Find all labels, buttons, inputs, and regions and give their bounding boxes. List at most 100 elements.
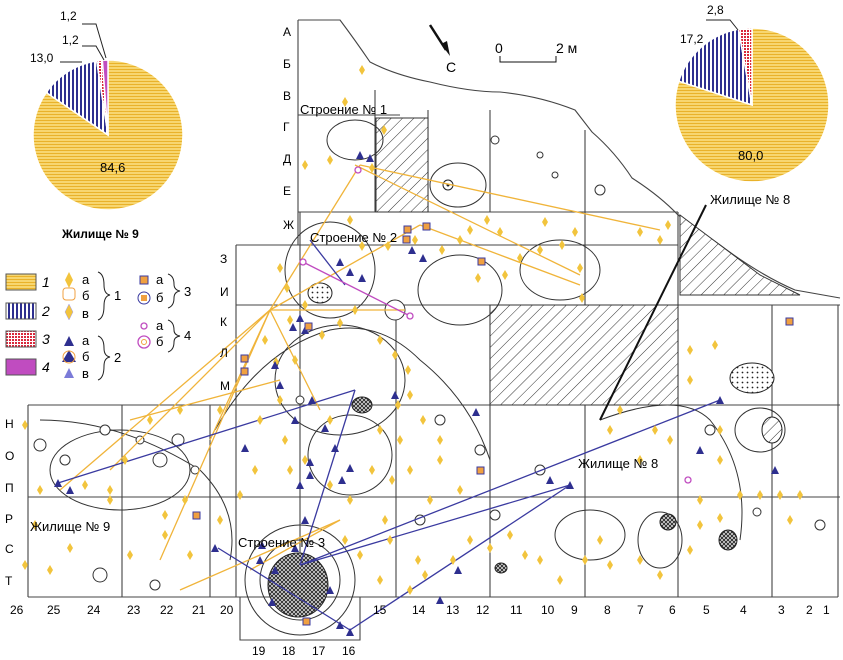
- find-blue-marker: [306, 471, 314, 479]
- legend-fill-3: 3: [5, 330, 50, 348]
- find-yellow-marker: [537, 555, 543, 565]
- find-yellow-marker: [665, 220, 671, 230]
- find-blue-marker: [356, 151, 364, 159]
- row-labels: А Б В Г Д Е Ж З И К Л М Н О П Р С Т: [5, 25, 294, 588]
- find-yellow-marker: [607, 425, 613, 435]
- row-label: Н: [5, 417, 14, 431]
- find-yellow-marker: [284, 283, 290, 293]
- find-yellow-marker: [127, 550, 133, 560]
- find-yellow-marker: [217, 405, 223, 415]
- find-yellow-marker: [327, 415, 333, 425]
- svg-text:б: б: [82, 288, 89, 303]
- find-yellow-marker: [257, 415, 263, 425]
- find-blue-marker: [454, 566, 462, 574]
- legend-group-1: а б в 1: [62, 271, 121, 321]
- pie9-value-main: 84,6: [100, 160, 125, 175]
- svg-text:1: 1: [114, 288, 121, 303]
- row-label: А: [283, 25, 291, 39]
- svg-text:в: в: [82, 366, 89, 381]
- column-label: 1: [823, 603, 830, 617]
- legend-group-3: а б 3: [137, 272, 191, 309]
- column-label: 4: [740, 603, 747, 617]
- find-yellow-marker: [217, 515, 223, 525]
- find-yellow-marker: [162, 530, 168, 540]
- pie9-title: Жилище № 9: [61, 227, 139, 241]
- find-yellow-marker: [82, 480, 88, 490]
- legend-group-4: а б 4: [137, 318, 191, 353]
- find-yellow-marker: [22, 560, 28, 570]
- finds-red: [192, 222, 794, 626]
- find-yellow-marker: [497, 227, 503, 237]
- find-blue-marker: [289, 323, 297, 331]
- finds-magenta: [299, 166, 692, 484]
- find-yellow-marker: [437, 455, 443, 465]
- find-yellow-marker: [777, 490, 783, 500]
- find-blue-marker: [211, 544, 219, 552]
- find-blue-marker: [696, 446, 704, 454]
- find-yellow-marker: [467, 535, 473, 545]
- find-yellow-marker: [287, 465, 293, 475]
- find-yellow-marker: [252, 465, 258, 475]
- pie9-value-3: 1,2: [62, 33, 79, 47]
- pie-dwelling9: 84,6 13,0 1,2 1,2 Жилище № 9: [30, 9, 184, 241]
- find-yellow-marker: [412, 235, 418, 245]
- find-yellow-marker: [47, 565, 53, 575]
- legend-fill-2: 2: [5, 302, 50, 320]
- find-yellow-marker: [352, 305, 358, 315]
- column-label: 3: [778, 603, 785, 617]
- svg-text:в: в: [82, 306, 89, 321]
- find-yellow-marker: [387, 535, 393, 545]
- find-blue-marker: [276, 381, 284, 389]
- row-label: З: [220, 252, 227, 266]
- find-blue-marker: [271, 361, 279, 369]
- find-yellow-marker: [427, 495, 433, 505]
- find-blue-marker: [346, 464, 354, 472]
- find-yellow-marker: [277, 395, 283, 405]
- find-yellow-marker: [337, 318, 343, 328]
- column-label: 11: [510, 603, 523, 617]
- find-blue-marker: [258, 541, 266, 549]
- find-yellow-marker: [302, 455, 308, 465]
- legend-fill-4: 4: [5, 358, 50, 376]
- find-yellow-marker: [717, 513, 723, 523]
- pointer-line-dwelling8: [599, 204, 707, 421]
- find-yellow-marker: [187, 550, 193, 560]
- find-yellow-marker: [177, 405, 183, 415]
- column-label-bottom: 19: [252, 644, 266, 658]
- find-yellow-marker: [522, 550, 528, 560]
- find-yellow-marker: [475, 273, 481, 283]
- find-yellow-marker: [502, 270, 508, 280]
- refit-lines-blue: [57, 239, 721, 631]
- column-label-bottom: 17: [312, 644, 326, 658]
- find-yellow-marker: [657, 235, 663, 245]
- north-arrow: С: [428, 24, 456, 75]
- find-yellow-marker: [67, 543, 73, 553]
- pie-dwelling8: 80,0 17,2 2,8: [674, 3, 830, 183]
- find-yellow-marker: [467, 225, 473, 235]
- row-label: Р: [5, 512, 13, 526]
- find-blue-marker: [54, 479, 62, 487]
- find-blue-marker: [66, 486, 74, 494]
- find-yellow-marker: [559, 240, 565, 250]
- column-label: 13: [446, 603, 460, 617]
- find-yellow-marker: [37, 485, 43, 495]
- find-blue-marker: [321, 424, 329, 432]
- find-blue-marker: [241, 444, 249, 452]
- find-yellow-marker: [697, 520, 703, 530]
- find-yellow-marker: [237, 490, 243, 500]
- find-yellow-marker: [579, 293, 585, 303]
- pie8-value-3: 2,8: [707, 3, 724, 17]
- find-yellow-marker: [457, 485, 463, 495]
- row-label: Г: [283, 120, 290, 134]
- find-yellow-marker: [757, 490, 763, 500]
- find-blue-marker: [256, 556, 264, 564]
- find-yellow-marker: [484, 215, 490, 225]
- column-label-bottom: 18: [282, 644, 296, 658]
- pie9-slice-4: [101, 59, 109, 136]
- find-yellow-marker: [381, 125, 387, 135]
- find-yellow-marker: [597, 535, 603, 545]
- find-yellow-marker: [405, 365, 411, 375]
- find-blue-marker: [408, 246, 416, 254]
- legend-group-2: а б в 2: [62, 333, 121, 381]
- find-yellow-marker: [22, 420, 28, 430]
